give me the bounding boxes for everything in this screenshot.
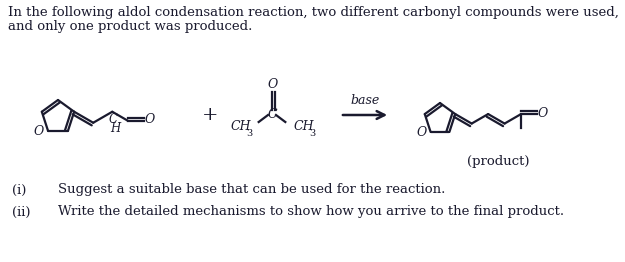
Text: O: O	[538, 107, 548, 119]
Text: +: +	[202, 106, 218, 124]
Text: C: C	[109, 113, 118, 126]
Text: CH: CH	[231, 121, 251, 134]
Text: (i): (i)	[12, 183, 26, 196]
Text: C: C	[268, 108, 277, 122]
Text: Suggest a suitable base that can be used for the reaction.: Suggest a suitable base that can be used…	[58, 183, 446, 196]
Text: 3: 3	[246, 128, 252, 138]
Text: (product): (product)	[468, 155, 530, 167]
Text: (ii): (ii)	[12, 205, 31, 219]
Text: and only one product was produced.: and only one product was produced.	[8, 20, 252, 33]
Text: H: H	[110, 122, 121, 135]
Text: O: O	[34, 125, 44, 138]
Text: CH: CH	[293, 121, 314, 134]
Text: O: O	[268, 79, 278, 91]
Text: base: base	[351, 95, 379, 107]
Text: 3: 3	[309, 128, 316, 138]
Text: O: O	[145, 113, 155, 126]
Text: Write the detailed mechanisms to show how you arrive to the final product.: Write the detailed mechanisms to show ho…	[58, 205, 571, 219]
Text: In the following aldol condensation reaction, two different carbonyl compounds w: In the following aldol condensation reac…	[8, 6, 619, 19]
Text: O: O	[416, 127, 427, 139]
